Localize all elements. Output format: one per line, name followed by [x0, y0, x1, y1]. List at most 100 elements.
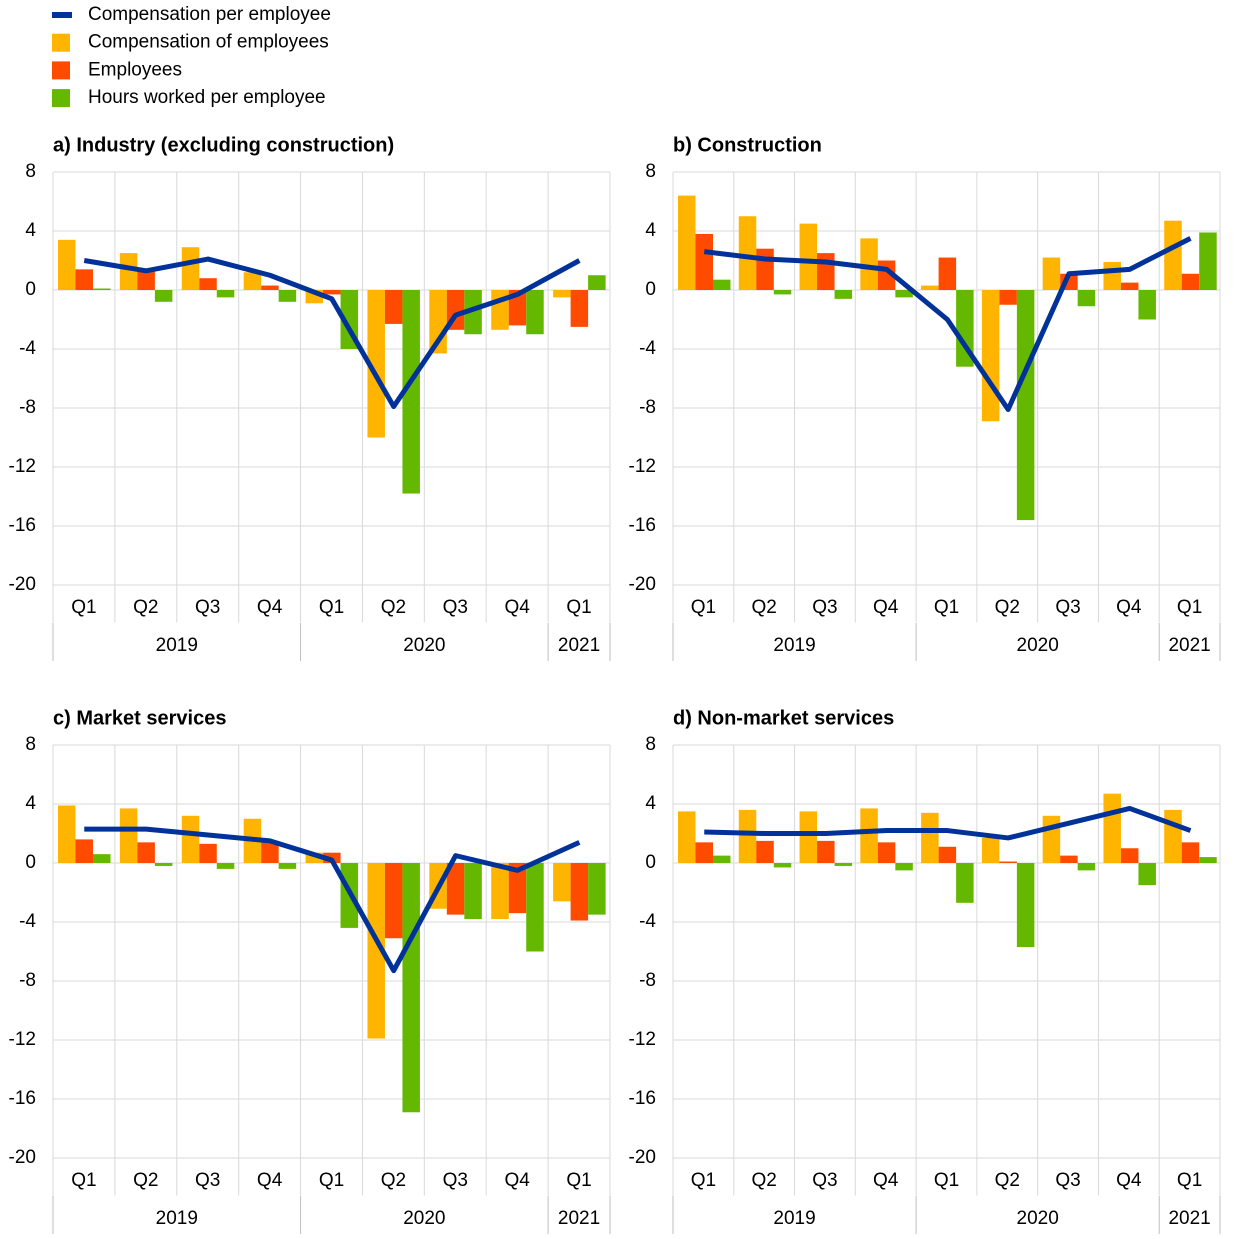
chart-title: a) Industry (excluding construction)	[53, 134, 394, 156]
x-group-label: 2019	[773, 1208, 815, 1229]
bar	[921, 285, 939, 290]
x-tick-label: Q3	[443, 1170, 468, 1191]
bar	[526, 290, 544, 335]
bar	[305, 852, 324, 863]
x-group-label: 2020	[1017, 635, 1059, 656]
x-tick-label: Q4	[873, 1170, 899, 1191]
bar	[877, 842, 896, 863]
legend-label: Compensation of employees	[88, 32, 329, 53]
y-tick-label: -8	[639, 970, 656, 991]
bar	[216, 290, 235, 298]
bar	[402, 863, 420, 1113]
y-tick-label: -4	[639, 911, 656, 932]
bar	[1060, 855, 1078, 863]
legend-label: Compensation per employee	[88, 4, 331, 25]
legend-swatch	[52, 89, 70, 108]
bar	[181, 247, 200, 290]
bar	[1181, 273, 1200, 290]
bar	[1103, 793, 1121, 863]
bar	[278, 863, 297, 869]
x-tick-label: Q1	[934, 597, 959, 618]
bar	[938, 846, 957, 863]
bar	[1138, 290, 1156, 320]
bar	[738, 216, 757, 290]
bar	[588, 275, 606, 290]
bar	[119, 253, 138, 290]
bar	[921, 812, 939, 863]
bar	[58, 239, 76, 290]
x-tick-label: Q3	[1055, 1170, 1080, 1191]
bar	[137, 842, 155, 863]
bar	[93, 288, 111, 290]
bar	[384, 290, 403, 324]
bar	[402, 290, 420, 494]
bar	[464, 290, 482, 335]
bar	[834, 290, 853, 299]
bar	[508, 290, 527, 326]
legend-label: Hours worked per employee	[88, 87, 326, 108]
x-tick-label: Q3	[195, 1170, 220, 1191]
y-tick-label: -20	[9, 574, 36, 595]
bar	[981, 290, 1000, 422]
bar	[58, 805, 76, 863]
x-tick-label: Q4	[873, 597, 899, 618]
y-tick-label: 8	[645, 161, 656, 182]
y-tick-label: -20	[629, 574, 656, 595]
y-tick-label: 8	[645, 734, 656, 755]
bar	[999, 290, 1017, 305]
x-tick-label: Q2	[133, 1170, 158, 1191]
chart-title: b) Construction	[673, 134, 822, 156]
y-tick-label: 8	[25, 161, 36, 182]
line-series	[84, 826, 581, 974]
y-tick-label: -16	[629, 515, 656, 536]
x-group-label: 2021	[558, 635, 600, 656]
y-tick-label: -4	[19, 338, 36, 359]
line-series	[704, 805, 1192, 841]
bar	[1199, 232, 1217, 290]
y-tick-label: 4	[645, 793, 656, 814]
x-tick-label: Q4	[504, 1170, 530, 1191]
x-tick-label: Q4	[1116, 597, 1142, 618]
x-tick-label: Q1	[71, 1170, 96, 1191]
bar	[817, 840, 835, 863]
bar	[695, 233, 713, 290]
x-tick-label: Q2	[133, 597, 158, 618]
x-group-label: 2019	[156, 635, 198, 656]
x-tick-label: Q1	[319, 1170, 344, 1191]
bar	[75, 839, 93, 863]
x-tick-label: Q3	[1055, 597, 1080, 618]
y-tick-label: 0	[645, 279, 656, 300]
chart-title: c) Market services	[53, 707, 226, 729]
x-tick-label: Q1	[71, 597, 96, 618]
bar	[446, 863, 465, 915]
x-tick-label: Q4	[504, 597, 530, 618]
bar	[464, 863, 482, 920]
y-tick-label: -8	[639, 397, 656, 418]
bar	[553, 863, 571, 902]
y-tick-label: -16	[629, 1088, 656, 1109]
y-tick-label: -20	[9, 1147, 36, 1168]
x-tick-label: Q3	[812, 1170, 837, 1191]
bar	[1042, 257, 1061, 290]
x-tick-label: Q3	[812, 597, 837, 618]
bar	[588, 863, 606, 915]
bar	[678, 195, 696, 290]
x-tick-label: Q4	[1116, 1170, 1142, 1191]
x-group-label: 2020	[403, 635, 445, 656]
x-tick-label: Q2	[751, 1170, 776, 1191]
y-tick-label: -12	[9, 1029, 36, 1050]
bar	[216, 863, 235, 869]
x-group-label: 2021	[1168, 635, 1210, 656]
bar	[278, 290, 297, 302]
bar	[860, 238, 878, 290]
bar	[678, 811, 696, 863]
x-tick-label: Q2	[995, 597, 1020, 618]
y-tick-label: 4	[645, 220, 656, 241]
bar	[243, 272, 262, 290]
x-group-label: 2019	[156, 1208, 198, 1229]
bar	[154, 863, 173, 866]
y-tick-label: 0	[25, 279, 36, 300]
x-tick-label: Q4	[257, 1170, 283, 1191]
bar	[1181, 842, 1200, 863]
line-series	[703, 236, 1192, 412]
